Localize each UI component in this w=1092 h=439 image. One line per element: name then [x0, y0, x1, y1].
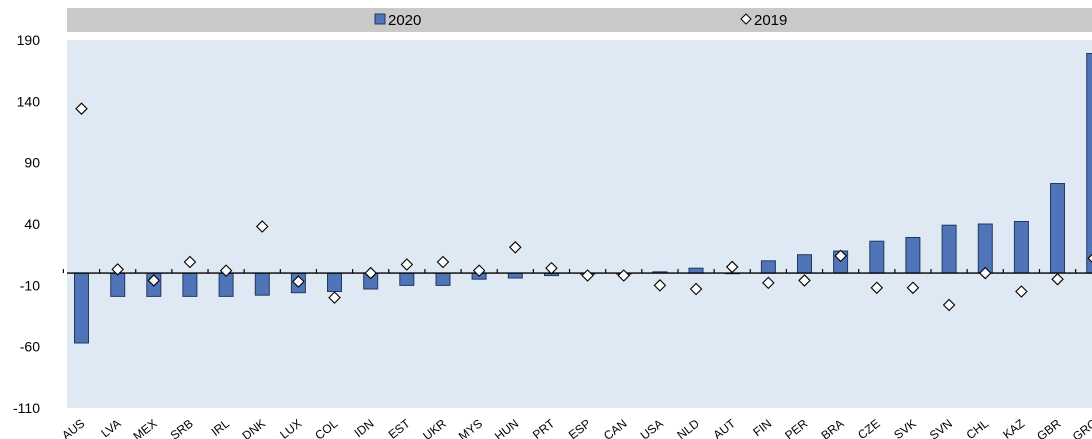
bar-SRB	[183, 273, 197, 296]
bar-HUN	[508, 273, 522, 278]
bar-NLD	[689, 268, 703, 273]
bar-PER	[798, 255, 812, 273]
x-tick-label: GRC	[1070, 416, 1092, 439]
y-axis: 190 140 90 40 -10 -60 -110	[13, 32, 40, 416]
y-tick-label: 190	[17, 32, 41, 48]
x-tick-label: GBR	[1034, 416, 1063, 439]
x-tick-label: BRA	[818, 416, 846, 439]
x-tick-label: COL	[312, 416, 340, 439]
x-tick-label: PER	[782, 416, 810, 439]
bar-FIN	[761, 261, 775, 273]
bar-SVN	[942, 225, 956, 273]
bar-AUS	[75, 273, 89, 343]
bar-COL	[328, 273, 342, 291]
bar-CZE	[870, 241, 884, 273]
y-tick-label: 90	[24, 155, 40, 171]
bar-GRC	[1087, 54, 1092, 274]
y-tick-label: -60	[20, 339, 40, 355]
x-tick-label: MEX	[131, 416, 160, 439]
x-tick-label: UKR	[420, 416, 449, 439]
x-tick-label: LVA	[98, 416, 123, 439]
legend-label-2020: 2020	[388, 12, 421, 29]
legend-bar	[67, 8, 1092, 32]
x-tick-label: CHL	[964, 416, 992, 439]
x-tick-label: FIN	[750, 416, 774, 439]
x-tick-label: ESP	[566, 416, 594, 439]
y-tick-label: 140	[17, 93, 41, 109]
bar-SVK	[906, 238, 920, 274]
y-tick-label: -10	[20, 277, 40, 293]
bar-UKR	[436, 273, 450, 285]
x-tick-label: PRT	[530, 416, 558, 439]
x-tick-label: SVN	[927, 416, 955, 439]
x-tick-label: LUX	[277, 416, 304, 439]
y-tick-label: 40	[24, 216, 40, 232]
legend-label-2019: 2019	[754, 12, 787, 29]
y-tick-label: -110	[13, 400, 40, 416]
bar-KAZ	[1014, 222, 1028, 274]
x-tick-label: HUN	[492, 416, 521, 439]
bar-GBR	[1051, 184, 1065, 274]
x-tick-label: IDN	[352, 416, 377, 439]
bar-CHL	[978, 224, 992, 273]
legend-swatch-2020	[375, 14, 385, 24]
x-tick-label: EST	[386, 416, 414, 439]
x-tick-label: CZE	[855, 416, 883, 439]
x-tick-label: CAN	[601, 416, 630, 439]
x-tick-label: AUT	[711, 416, 739, 439]
x-tick-label: IRL	[209, 416, 233, 439]
x-tick-label: SVK	[891, 416, 919, 439]
bar-EST	[400, 273, 414, 285]
bar-LVA	[111, 273, 125, 296]
bar-DNK	[255, 273, 269, 295]
x-tick-label: SRB	[168, 416, 196, 439]
plot-background	[67, 40, 1092, 408]
x-tick-label: USA	[638, 416, 666, 439]
x-tick-label: NLD	[674, 416, 702, 439]
x-tick-label: AUS	[59, 416, 87, 439]
x-tick-label: MYS	[456, 416, 485, 439]
x-tick-label: DNK	[240, 416, 269, 439]
x-tick-label: KAZ	[1000, 416, 1027, 439]
